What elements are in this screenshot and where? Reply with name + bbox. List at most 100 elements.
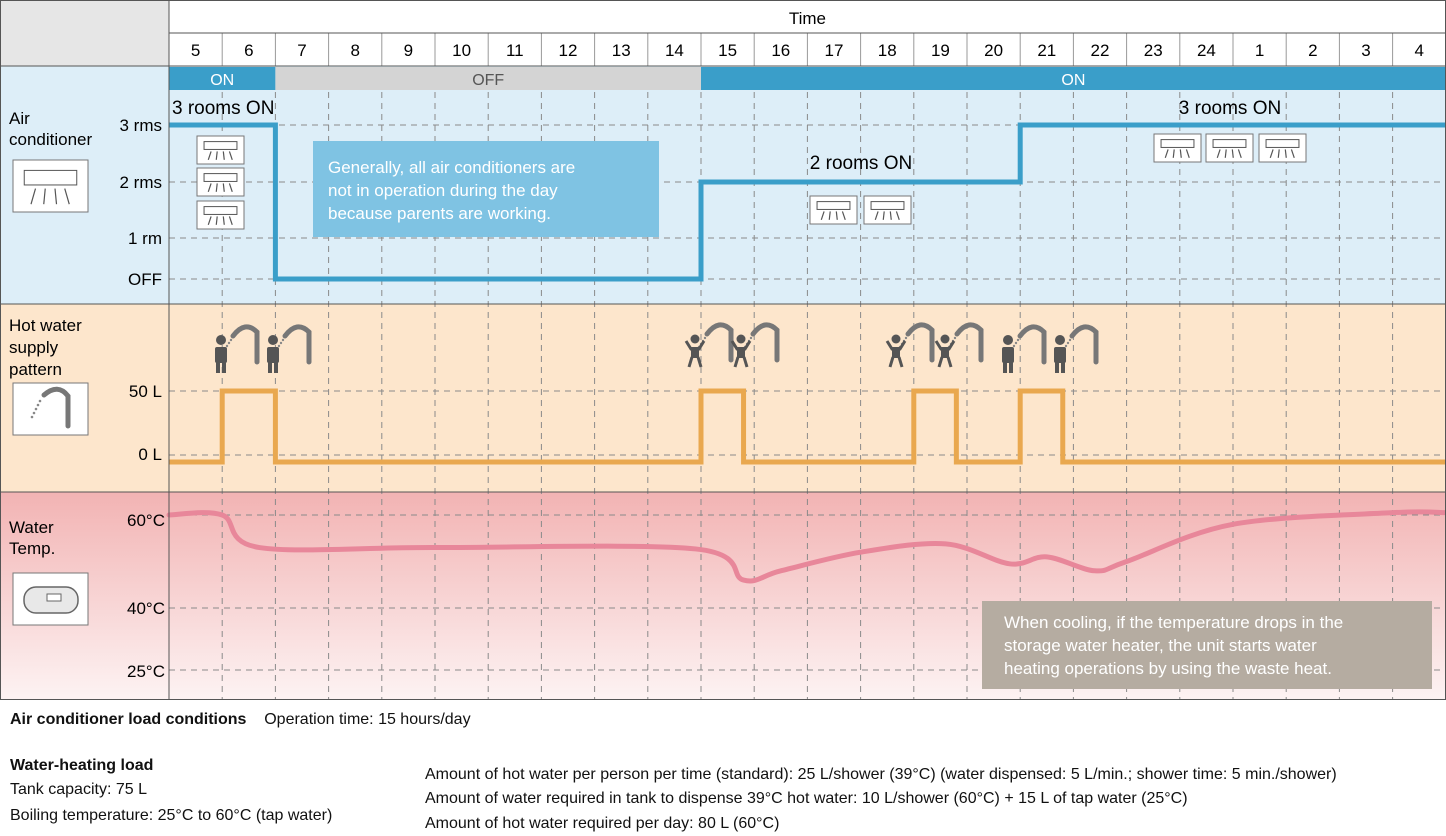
hot-water-row-icon [12, 382, 89, 436]
figure-legs [687, 356, 703, 368]
ac-unit-airflow [1284, 149, 1287, 158]
ac-unit-icon [1205, 133, 1254, 163]
figure-body [1054, 347, 1066, 363]
ac-annotation: 2 rooms ON [810, 153, 912, 174]
row-labels: Air conditioner Hot water supply pattern Wate… [9, 109, 165, 681]
shower-pipe [905, 322, 935, 363]
ac-unit-airflow [1216, 149, 1221, 158]
water-temp-note-line: storage water heater, the unit starts wa… [1004, 636, 1317, 655]
shower-pipe [1069, 324, 1099, 365]
water-temp-y-tick: 25°C [127, 662, 165, 681]
hot-water-per-person: Amount of hot water per person per time … [425, 766, 1337, 783]
shower-icon-drop [34, 407, 38, 411]
shower-icon-drop [36, 403, 40, 407]
hour-tick-label: 11 [506, 41, 524, 60]
operation-bar-segment [275, 67, 701, 90]
shower-drop [1068, 338, 1072, 342]
shower-icon-pipe [41, 386, 71, 429]
water-temp-note-text: When cooling, if the temperature drops i… [1004, 613, 1343, 678]
ac-unit-airflow [30, 188, 37, 205]
ac-annotation: 3 rooms ON [1179, 98, 1281, 119]
figure-legs [733, 356, 749, 368]
ac-unit-airflow [835, 211, 838, 220]
ac-unit-airflow [1277, 149, 1280, 158]
figure-leg [216, 362, 220, 373]
ac-unit-airflow [841, 211, 846, 220]
water-heating-title-text: Water-heating load [10, 757, 154, 774]
figure-body [737, 347, 745, 358]
ac-unit-airflow [895, 211, 900, 220]
hour-tick-label: 24 [1197, 41, 1216, 60]
hour-tick-label: 22 [1091, 41, 1110, 60]
ac-unit-body [203, 141, 238, 150]
ac-unit-icon [863, 195, 912, 225]
figure-head [690, 334, 700, 344]
shower-icon-drop [32, 411, 36, 415]
ac-unit-airflow [43, 188, 46, 205]
shower-drop [229, 338, 233, 342]
ac-note-line: Generally, all air conditioners are [328, 158, 575, 177]
ac-unit-frame [863, 195, 912, 225]
hour-tick-label: 23 [1144, 41, 1163, 60]
figure-leg [274, 362, 278, 373]
boiling-temperature: Boiling temperature: 25°C to 60°C (tap w… [10, 807, 333, 824]
ac-row-icon [12, 159, 89, 213]
figure-leg [1009, 362, 1013, 373]
ac-unit-icon [196, 167, 245, 197]
hot-water-row-label-line: supply [9, 338, 59, 357]
hour-tick-label: 15 [718, 41, 737, 60]
water-temp-row-label-line: Temp. [9, 539, 55, 558]
shower-drop [703, 336, 707, 340]
ac-unit-airflow [874, 211, 879, 220]
ac-y-tick: 3 rms [120, 116, 163, 135]
hour-tick-label: 21 [1037, 41, 1056, 60]
operation-bar: ON OFF ON [169, 67, 1446, 90]
figure-body [941, 347, 949, 358]
shower-drop [281, 338, 285, 342]
ac-unit-airflow [1269, 149, 1274, 158]
figure-body [215, 347, 227, 363]
ac-unit-icon [196, 135, 245, 165]
ac-unit-frame [809, 195, 858, 225]
ac-unit-frame [196, 167, 245, 197]
shower-drop [1012, 344, 1016, 348]
shower-pipe [1017, 324, 1047, 365]
ac-unit-airflow [222, 151, 225, 160]
ac-unit-airflow [215, 151, 218, 160]
shower-drop [953, 336, 957, 340]
water-temp-y-tick: 40°C [127, 599, 165, 618]
ac-unit-body [203, 206, 238, 215]
hour-tick-label: 20 [984, 41, 1003, 60]
adult-figure-icon [1054, 335, 1066, 373]
shower-drop [277, 344, 281, 348]
ac-unit-icon [196, 200, 245, 230]
hour-tick-label: 13 [612, 41, 631, 60]
ac-annotation: 3 rooms ON [172, 98, 274, 119]
shower-drop [749, 336, 753, 340]
child-figure-icon [684, 334, 706, 368]
hot-water-line [169, 388, 1446, 465]
shower-icon-drop [30, 415, 34, 419]
child-figure-icon [730, 334, 752, 368]
ac-unit-frame [196, 135, 245, 165]
ac-unit-airflow [215, 183, 218, 192]
water-tank-row-icon [12, 572, 89, 626]
notes: 3 rooms ON 2 rooms ON 3 rooms ON Generally,… [172, 98, 1432, 689]
ac-unit-body [816, 201, 851, 210]
figure-head [940, 334, 950, 344]
shower-pipe [954, 322, 984, 363]
hour-tick-label: 3 [1361, 41, 1370, 60]
ac-unit-airflow [222, 216, 225, 225]
hour-tick-label: 12 [559, 41, 578, 60]
shower-drop [227, 341, 231, 345]
ac-note-box [313, 141, 659, 237]
shower-drop [225, 344, 229, 348]
shower-drop [1066, 341, 1070, 345]
adult-figure-icon [1002, 335, 1014, 373]
ac-conditions: Air conditioner load conditions Operatio… [10, 709, 471, 731]
ac-unit-airflow [207, 216, 212, 225]
hour-tick-label: 17 [825, 41, 844, 60]
water-temp-note-line: When cooling, if the temperature drops i… [1004, 613, 1343, 632]
